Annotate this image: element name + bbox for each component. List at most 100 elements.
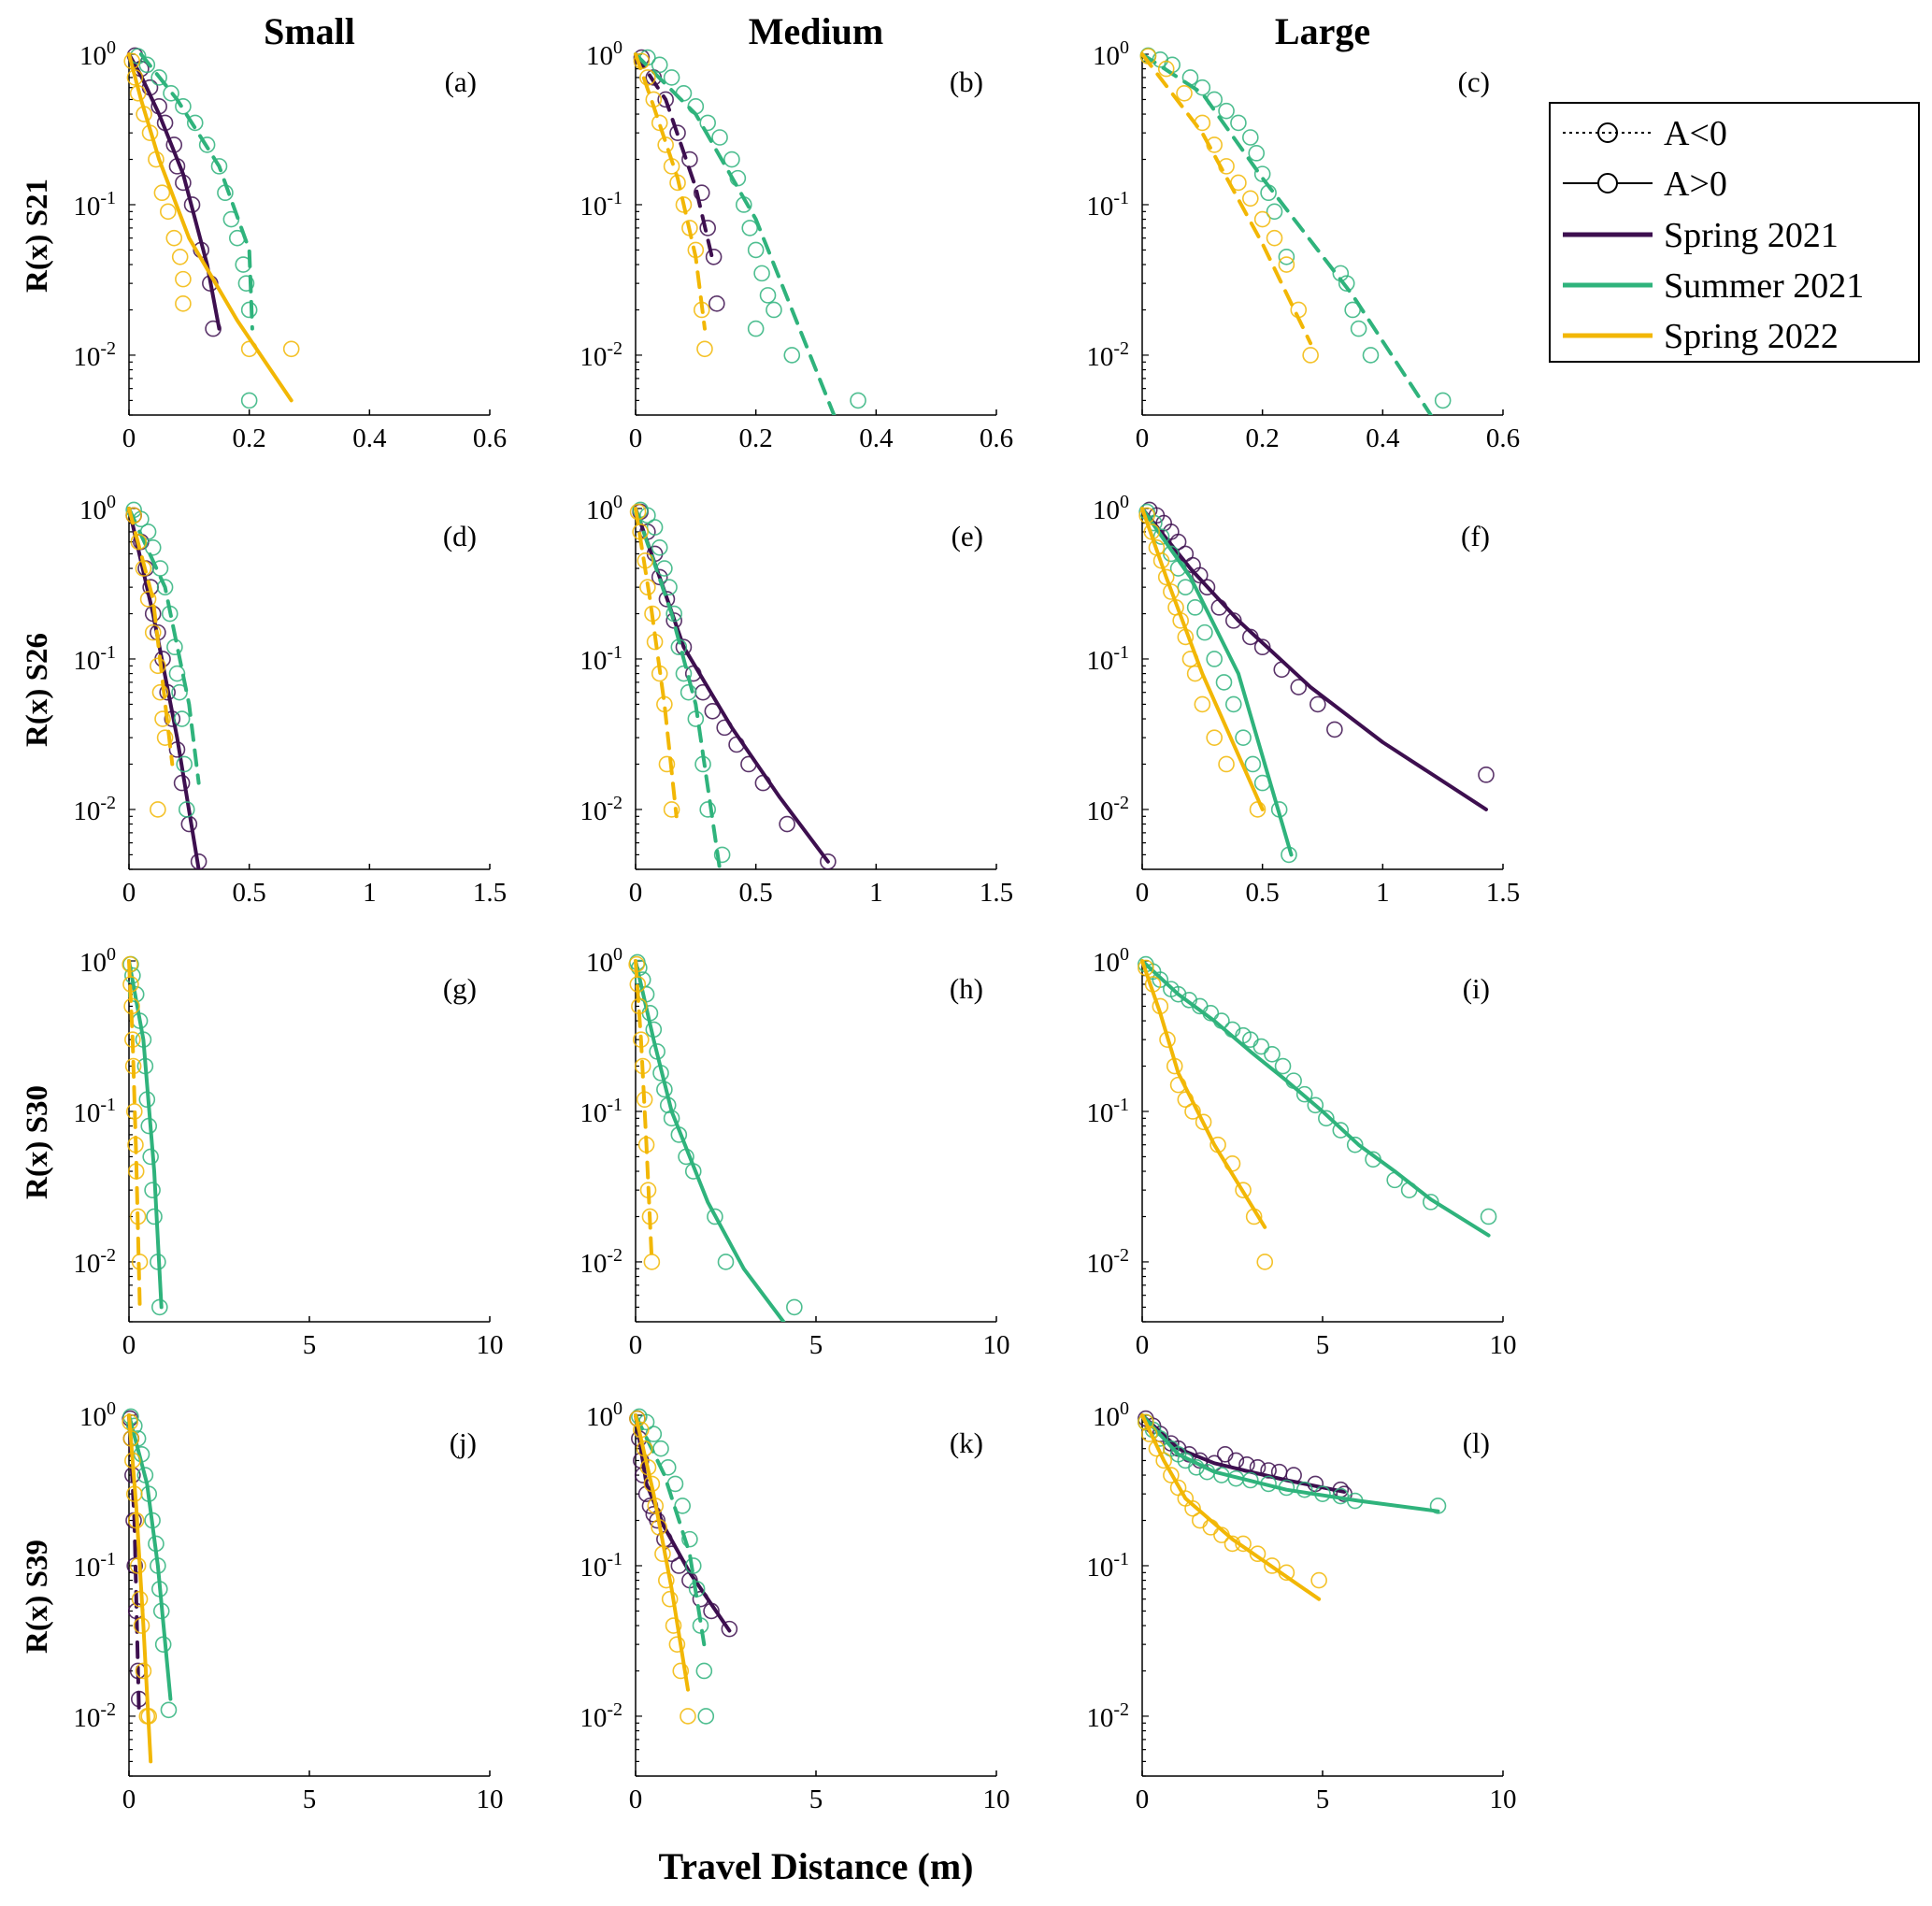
data-point-spring2021	[708, 295, 725, 312]
panel-i: 0 5 10 100 10-1 10-2 (i)	[1086, 944, 1516, 1360]
x-tick-label-b: 0.4	[859, 423, 894, 453]
data-point-spring2022	[171, 248, 189, 265]
y-tick-label-f: 10-1	[1086, 642, 1129, 676]
data-point-spring2021	[1290, 679, 1308, 695]
y-tick-label-b: 10-2	[580, 338, 623, 372]
data-point-summer2021	[1194, 79, 1211, 96]
data-point-summer2021	[198, 136, 216, 153]
x-tick-label-a: 0.6	[473, 423, 507, 453]
y-tick-label-a: 10-2	[73, 338, 116, 372]
data-point-spring2022	[1155, 1452, 1172, 1469]
data-point-spring2022	[658, 755, 676, 773]
data-point-summer2021	[663, 69, 680, 86]
data-point-spring2022	[135, 1662, 152, 1680]
y-tick-label-a: 100	[79, 37, 116, 71]
panel-label-j: (j)	[450, 1426, 477, 1459]
panel-label-c: (c)	[1458, 65, 1490, 98]
x-tick-label-b: 0	[629, 423, 643, 453]
data-point-spring2021	[820, 853, 837, 869]
data-point-spring2021	[1478, 767, 1495, 783]
fit-curve-spring2022	[1140, 959, 1267, 1229]
x-tick-label-k: 0	[629, 1784, 643, 1814]
data-point-summer2021	[1362, 347, 1380, 364]
data-point-spring2022	[156, 729, 174, 746]
x-tick-label-i: 5	[1316, 1330, 1330, 1360]
data-point-spring2022	[1157, 568, 1175, 586]
x-tick-label-g: 0	[122, 1330, 136, 1360]
data-point-summer2021	[1252, 1038, 1270, 1055]
x-tick-label-i: 0	[1136, 1330, 1150, 1360]
data-point-summer2021	[146, 1208, 163, 1225]
data-point-summer2021	[1218, 102, 1235, 120]
data-point-spring2022	[1235, 1182, 1252, 1198]
data-point-summer2021	[1206, 651, 1223, 667]
data-point-summer2021	[150, 69, 167, 86]
data-point-spring2021	[657, 91, 674, 108]
x-tick-label-h: 0	[629, 1330, 643, 1360]
legend-label-spring-2022: Spring 2022	[1664, 317, 1839, 356]
fit-curve-summer2021	[634, 1413, 707, 1647]
fit-curve-spring2022	[634, 959, 654, 1264]
x-tick-label-f: 0.5	[1246, 878, 1280, 908]
legend-label-a-positive: A>0	[1664, 165, 1727, 204]
data-point-summer2021	[665, 605, 682, 623]
data-point-spring2022	[282, 340, 300, 358]
data-point-spring2022	[672, 1662, 690, 1680]
data-point-summer2021	[156, 579, 174, 595]
data-point-summer2021	[1338, 275, 1355, 292]
data-point-spring2022	[1195, 1113, 1212, 1131]
data-point-spring2021	[1198, 579, 1216, 595]
y-tick-label-a: 10-1	[73, 188, 116, 222]
data-point-summer2021	[680, 683, 697, 701]
fit-curve-summer2021	[634, 959, 786, 1322]
panel-a: 0 0.2 0.4 0.6 100 10-1 10-2 (a)	[73, 37, 507, 453]
data-point-summer2021	[240, 392, 258, 409]
data-point-summer2021	[684, 1557, 702, 1574]
panel-d: 0 0.5 1 1.5 100 10-1 10-2 (d)	[73, 492, 507, 908]
y-tick-label-e: 10-2	[580, 793, 623, 826]
data-point-spring2021	[1216, 1445, 1234, 1463]
data-point-summer2021	[695, 1662, 713, 1680]
y-tick-label-d: 10-1	[73, 642, 116, 676]
plot-area-d	[125, 501, 208, 869]
plot-area-f	[1138, 501, 1495, 864]
data-point-summer2021	[1235, 729, 1252, 746]
fit-curve-spring2022	[1140, 507, 1265, 811]
x-tick-label-g: 5	[303, 1330, 317, 1360]
data-point-spring2022	[144, 623, 162, 641]
data-point-spring2022	[165, 229, 183, 247]
data-point-spring2022	[1206, 729, 1223, 746]
data-point-summer2021	[674, 1498, 691, 1514]
data-point-summer2021	[651, 538, 668, 556]
data-point-summer2021	[1429, 1498, 1447, 1514]
data-point-spring2022	[150, 657, 166, 675]
plot-area-a	[123, 47, 300, 409]
x-tick-label-i: 10	[1490, 1330, 1517, 1360]
data-point-summer2021	[1196, 623, 1213, 641]
row-label-s21: R(x) S21	[21, 179, 54, 293]
fit-curve-spring2022	[1140, 52, 1313, 346]
data-point-summer2021	[753, 265, 770, 282]
fit-curve-spring2022	[634, 507, 679, 819]
y-tick-label-d: 10-2	[73, 793, 116, 826]
y-tick-label-c: 100	[1093, 37, 1129, 71]
data-point-summer2021	[1244, 755, 1262, 773]
data-point-summer2021	[697, 1708, 715, 1725]
data-point-summer2021	[699, 801, 717, 818]
data-point-spring2022	[1163, 583, 1180, 600]
data-point-summer2021	[1224, 695, 1242, 713]
panel-l: 0 5 10 100 10-1 10-2 (l)	[1086, 1398, 1516, 1814]
data-point-spring2022	[1163, 1467, 1180, 1483]
panel-c: 0 0.2 0.4 0.6 100 10-1 10-2 (c)	[1086, 37, 1520, 453]
panel-h: 0 5 10 100 10-1 10-2 (h)	[580, 944, 1009, 1360]
panel-label-b: (b)	[950, 65, 983, 98]
data-point-summer2021	[1318, 1110, 1335, 1127]
data-point-spring2021	[699, 220, 717, 236]
y-tick-label-e: 100	[586, 492, 623, 525]
data-point-summer2021	[741, 220, 759, 236]
legend-marker-a-positive	[1597, 173, 1618, 193]
y-tick-label-i: 10-2	[1086, 1245, 1129, 1279]
x-tick-label-g: 10	[477, 1330, 504, 1360]
data-point-summer2021	[176, 755, 193, 773]
